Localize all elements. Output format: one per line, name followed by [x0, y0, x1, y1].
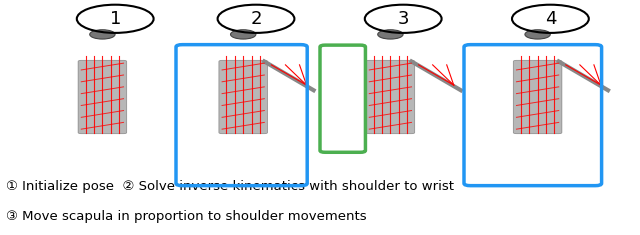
Circle shape: [230, 30, 256, 39]
Text: ① Initialize pose  ② Solve inverse kinematics with shoulder to wrist: ① Initialize pose ② Solve inverse kinema…: [6, 180, 454, 193]
Circle shape: [90, 30, 115, 39]
FancyBboxPatch shape: [219, 60, 268, 134]
FancyBboxPatch shape: [78, 60, 127, 134]
Text: 2: 2: [250, 10, 262, 28]
Text: 3: 3: [397, 10, 409, 28]
FancyBboxPatch shape: [513, 60, 562, 134]
Text: 4: 4: [545, 10, 556, 28]
Circle shape: [525, 30, 550, 39]
Text: ③ Move scapula in proportion to shoulder movements: ③ Move scapula in proportion to shoulder…: [6, 210, 367, 223]
Text: 1: 1: [109, 10, 121, 28]
FancyBboxPatch shape: [366, 60, 415, 134]
Circle shape: [378, 30, 403, 39]
